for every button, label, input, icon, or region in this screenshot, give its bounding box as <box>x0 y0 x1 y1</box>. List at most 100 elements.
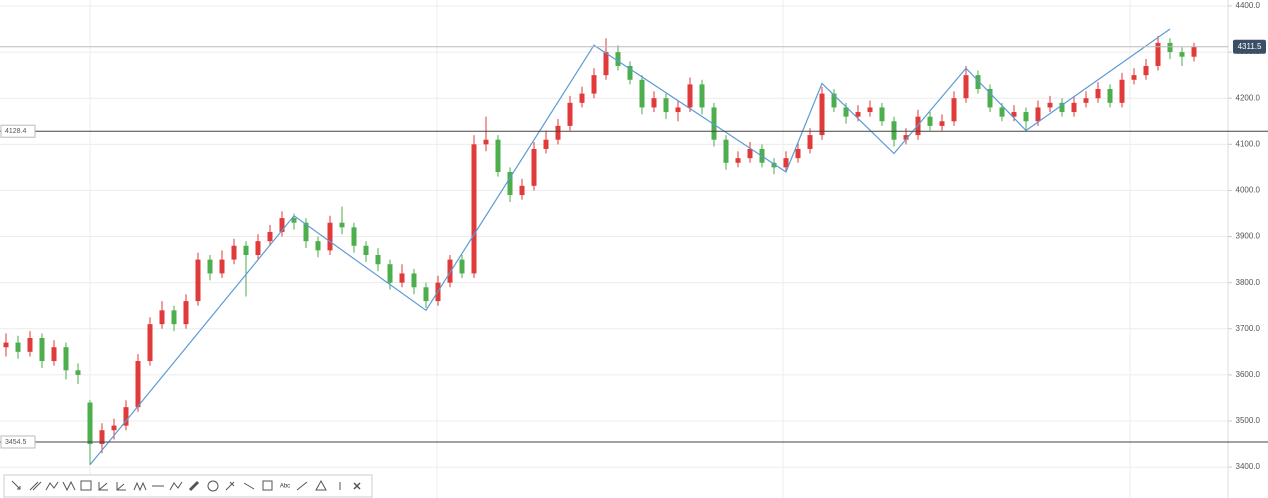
plot <box>3 35 1197 465</box>
candle-body <box>651 98 657 108</box>
candle-body <box>939 121 945 126</box>
candle-body <box>1155 42 1161 66</box>
candle-body <box>591 75 597 94</box>
y-tick-label: 3600.0 <box>1236 370 1261 379</box>
tool-triangle[interactable] <box>315 479 327 491</box>
candle-body <box>1083 98 1089 103</box>
candle-body <box>1143 65 1149 76</box>
candle-body <box>39 337 45 362</box>
candle-body <box>483 139 489 145</box>
y-tick-label: 4100.0 <box>1236 139 1261 148</box>
candle-body <box>531 148 537 186</box>
candle-body <box>675 107 681 113</box>
tool-fan[interactable] <box>98 482 108 491</box>
candle-body <box>1107 88 1113 103</box>
candle-body <box>783 158 789 168</box>
level-label: 4128.4 <box>5 128 27 135</box>
candle-body <box>327 222 333 251</box>
tool-pencil[interactable] <box>188 480 200 492</box>
candle-body <box>723 139 729 163</box>
grid: 3400.0 3500.0 3600.0 3700.0 3800.0 3900.0 4000… <box>0 1 1261 471</box>
candle-body <box>627 65 633 80</box>
candle-body <box>351 227 357 246</box>
toolbar-close[interactable] <box>353 482 361 490</box>
candle-body <box>807 135 813 149</box>
candle-body <box>711 107 717 140</box>
y-tick-label: 4000.0 <box>1236 186 1261 195</box>
candle-body <box>507 171 513 196</box>
tool-wave[interactable] <box>62 480 76 492</box>
candle-body <box>555 125 561 140</box>
tool-angle[interactable] <box>116 482 126 491</box>
candle-body <box>1167 42 1173 53</box>
candle-body <box>927 116 933 126</box>
tool-zigzag[interactable] <box>45 481 59 491</box>
candle-body <box>423 287 429 302</box>
y-tick-label: 4400.0 <box>1236 1 1261 10</box>
candle-body <box>75 370 81 375</box>
candle-body <box>255 241 261 255</box>
candle-body <box>579 93 585 103</box>
y-tick-label: 3400.0 <box>1236 462 1261 471</box>
candle-body <box>279 218 285 232</box>
candle-body <box>951 98 957 122</box>
tool-trend[interactable] <box>169 481 183 491</box>
candle-body <box>987 88 993 108</box>
candle-body <box>195 259 201 302</box>
candle-body <box>291 218 297 223</box>
candle-body <box>975 75 981 89</box>
tool-arrow[interactable] <box>11 480 21 490</box>
last-price-label: 4311.5 <box>1238 42 1262 51</box>
candle-body <box>519 185 525 196</box>
y-tick-label: 3900.0 <box>1236 232 1261 241</box>
tool-line[interactable] <box>296 481 308 491</box>
candle-body <box>1095 88 1101 99</box>
candle-body <box>231 245 237 260</box>
last-price-tag <box>1233 39 1266 54</box>
tool-fib[interactable] <box>80 480 92 491</box>
toolbar: Abc <box>3 474 373 498</box>
candle-body <box>375 254 381 265</box>
candle-body <box>243 245 249 255</box>
candle-body <box>387 264 393 283</box>
candle-body <box>207 259 213 274</box>
tool-circle[interactable] <box>207 480 219 492</box>
candle-body <box>51 347 57 362</box>
candle-body <box>879 107 885 122</box>
y-tick-label: 3700.0 <box>1236 324 1261 333</box>
candle-body <box>339 222 345 228</box>
candle-body <box>735 158 741 163</box>
candle-body <box>795 148 801 159</box>
tool-brush[interactable] <box>225 481 235 491</box>
candle-body <box>615 52 621 66</box>
candle-body <box>147 324 153 362</box>
tool-rect[interactable] <box>262 480 273 491</box>
candle-body <box>3 342 9 348</box>
tool-pattern[interactable] <box>133 481 147 492</box>
candle-body <box>831 93 837 108</box>
candle-body <box>1179 52 1185 57</box>
candle-body <box>819 93 825 136</box>
candle-body <box>567 102 573 126</box>
candle-body <box>171 310 177 325</box>
candle-body <box>459 259 465 274</box>
candle-body <box>1047 102 1053 108</box>
candle-body <box>159 310 165 325</box>
tool-ray[interactable] <box>243 482 255 490</box>
candle-body <box>219 259 225 274</box>
candle-body <box>543 139 549 149</box>
candle-body <box>603 52 609 76</box>
tool-text[interactable]: Abc <box>280 484 290 490</box>
candle-body <box>27 337 33 352</box>
candle-body <box>771 162 777 168</box>
candle-body <box>303 222 309 242</box>
candle-body <box>363 245 369 255</box>
candle-body <box>471 144 477 274</box>
candle-body <box>315 241 321 251</box>
candle-body <box>87 402 93 445</box>
candle-body <box>495 139 501 172</box>
tool-parallel[interactable] <box>29 481 42 491</box>
level-tag <box>0 124 36 138</box>
candle-body <box>639 79 645 108</box>
candle-body <box>1119 79 1125 103</box>
